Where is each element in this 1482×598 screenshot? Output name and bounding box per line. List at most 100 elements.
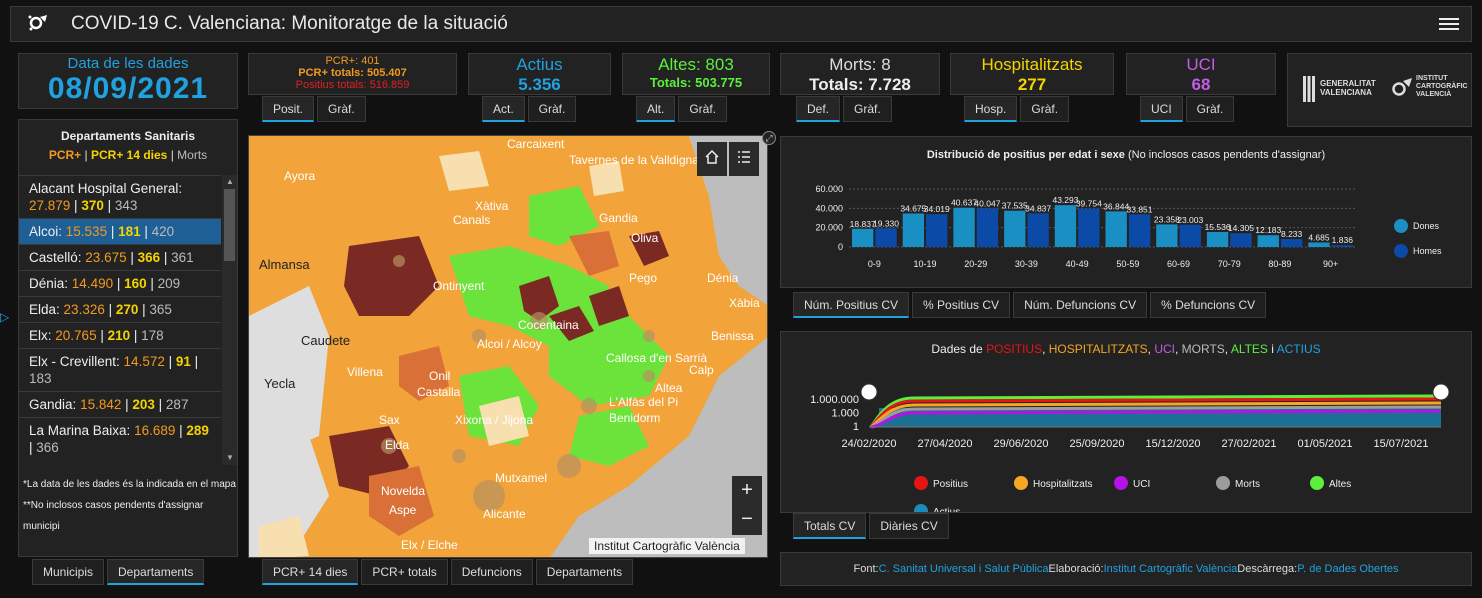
tab-map-departaments[interactable]: Departaments	[535, 559, 634, 585]
bar	[926, 214, 948, 247]
tab-actius-graf[interactable]: Gràf.	[527, 96, 577, 122]
zoom-out-button[interactable]: −	[732, 505, 762, 535]
department-name: Gandia:	[29, 397, 77, 412]
department-pcr: 15.842	[80, 397, 122, 412]
tab-municipis[interactable]: Municipis	[32, 559, 105, 585]
series-chart-title: Dades de POSITIUS, HOSPITALITZATS, UCI, …	[931, 342, 1321, 356]
map-label: Xàtiva	[475, 199, 509, 213]
tab-uci-graf[interactable]: Gràf.	[1185, 96, 1235, 122]
legend-marker	[1216, 476, 1230, 490]
department-item[interactable]: Elx: 20.765 | 210 | 178	[19, 322, 221, 348]
department-pcr14: 160	[124, 276, 147, 291]
hosp-tabs: Hosp. Gràf.	[964, 96, 1070, 122]
legend-label: Positius	[933, 479, 968, 490]
legend-marker	[1394, 244, 1408, 258]
x-tick-label: 24/02/2020	[841, 438, 896, 450]
pcr-tabs: Posit. Gràf.	[262, 96, 366, 122]
tab-uci[interactable]: UCI	[1140, 96, 1183, 122]
department-item[interactable]: Alcoi: 15.535 | 181 | 420	[19, 218, 221, 244]
legend-label: Morts	[1235, 479, 1260, 490]
map-label: Villena	[347, 365, 383, 379]
tab-hosp-graf[interactable]: Gràf.	[1020, 96, 1070, 122]
choropleth-map[interactable]: Carcaixent Tavernes de la Valldigna Ayor…	[249, 136, 768, 558]
legend-label: UCI	[1133, 479, 1150, 490]
map-label: Benidorm	[609, 411, 660, 425]
tab-num-positius[interactable]: Núm. Positius CV	[793, 292, 910, 318]
pcr-total: PCR+ totals: 505.407	[298, 67, 407, 79]
map-label: Tavernes de la Valldigna	[569, 153, 699, 167]
tab-totals-cv[interactable]: Totals CV	[793, 513, 867, 539]
range-slider-start-handle	[860, 383, 878, 401]
map-view[interactable]: Carcaixent Tavernes de la Valldigna Ayor…	[248, 135, 768, 558]
actius-box: Actius 5.356	[468, 53, 611, 95]
department-morts: 343	[114, 198, 138, 213]
y-tick-label: 20.000	[815, 223, 843, 233]
y-tick-label: 1.000.000	[810, 394, 859, 406]
bar-value-label: 36.844	[1103, 201, 1129, 211]
map-label: Calp	[689, 363, 714, 377]
age-chart-title-bold: Distribució de positius per edat i sexe	[926, 149, 1125, 161]
department-item[interactable]: Elx - Crevillent: 14.572 | 91 | 183	[19, 348, 221, 391]
bar	[1054, 205, 1077, 247]
legend-pcr14: PCR+ 14 dies	[90, 148, 168, 162]
tab-num-defuncions[interactable]: Núm. Defuncions CV	[1013, 292, 1148, 318]
tab-pct-positius[interactable]: % Positius CV	[912, 292, 1011, 318]
scroll-thumb[interactable]	[224, 189, 235, 261]
footer-source-link[interactable]: C. Sanitat Universal i Salut Pública	[878, 563, 1049, 575]
tab-pct-defuncions[interactable]: % Defuncions CV	[1150, 292, 1267, 318]
hamburger-menu-icon[interactable]	[1439, 15, 1459, 33]
x-tick-label: 15/07/2021	[1373, 438, 1428, 450]
bar	[1280, 239, 1303, 247]
map-label: L'Alfàs del Pi	[609, 395, 678, 409]
app-title: COVID-19 C. Valenciana: Monitoratge de l…	[71, 13, 508, 34]
tab-act[interactable]: Act.	[482, 96, 525, 122]
x-tick-label: 60-69	[1167, 259, 1190, 269]
zoom-in-button[interactable]: +	[732, 476, 762, 506]
pcr-daily: PCR+: 401	[325, 55, 380, 67]
tab-posit[interactable]: Posit.	[262, 96, 315, 122]
hosp-box: Hospitalitzats 277	[950, 53, 1114, 95]
map-label: Mutxamel	[495, 471, 547, 485]
department-item[interactable]: Castelló: 23.675 | 366 | 361	[19, 244, 221, 270]
tab-departaments[interactable]: Departaments	[107, 559, 205, 585]
legend-label: Actius	[933, 507, 960, 512]
tab-diaries-cv[interactable]: Diàries CV	[869, 513, 949, 539]
morts-total: Totals: 7.728	[809, 75, 911, 94]
icv-logo-icon	[1391, 76, 1413, 105]
layer-list-icon[interactable]	[729, 142, 759, 176]
department-pcr14: 270	[115, 302, 139, 317]
bar-value-label: 34.019	[924, 204, 950, 214]
department-item[interactable]: La Marina Baixa: 16.689 | 289 | 366	[19, 417, 221, 460]
department-name: Castelló:	[29, 250, 82, 265]
side-expand-icon[interactable]: ▷	[0, 310, 10, 324]
scroll-down-icon[interactable]: ▼	[226, 453, 234, 462]
tab-alt[interactable]: Alt.	[636, 96, 676, 122]
department-name: Dénia:	[29, 276, 69, 291]
scroll-up-icon[interactable]: ▲	[226, 177, 234, 186]
footer-download-link[interactable]: P. de Dades Obertes	[1297, 563, 1399, 575]
departments-scrollbar[interactable]: ▲ ▼	[222, 175, 237, 465]
tab-pcr14[interactable]: PCR+ 14 dies	[262, 559, 359, 585]
home-icon[interactable]	[697, 142, 727, 176]
footer-elab-link[interactable]: Institut Cartogràfic València	[1103, 563, 1238, 575]
tab-defuncions[interactable]: Defuncions	[450, 559, 533, 585]
bar-value-label: 14.305	[1228, 223, 1254, 233]
tab-pcr-graf[interactable]: Gràf.	[317, 96, 366, 122]
department-item[interactable]: Elda: 23.326 | 270 | 365	[19, 296, 221, 322]
department-pcr: 20.765	[55, 328, 97, 343]
expand-map-icon[interactable]: ⤢	[762, 131, 776, 145]
departments-panel: Departaments Sanitaris PCR+ | PCR+ 14 di…	[18, 119, 238, 557]
department-item[interactable]: Alacant Hospital General: 27.879 | 370 |…	[19, 175, 221, 218]
tab-altes-graf[interactable]: Gràf.	[678, 96, 728, 122]
department-item[interactable]: Dénia: 14.490 | 160 | 209	[19, 270, 221, 296]
tab-morts-graf[interactable]: Gràf.	[843, 96, 892, 122]
tab-pcr-totals[interactable]: PCR+ totals	[361, 559, 448, 585]
x-tick-label: 29/06/2020	[993, 438, 1048, 450]
bar-value-label: 39.754	[1076, 199, 1102, 209]
department-pcr: 14.572	[123, 354, 165, 369]
department-item[interactable]: Gandia: 15.842 | 203 | 287	[19, 391, 221, 417]
tab-def[interactable]: Def.	[796, 96, 841, 122]
bar	[902, 213, 925, 247]
tab-hosp[interactable]: Hosp.	[964, 96, 1018, 122]
